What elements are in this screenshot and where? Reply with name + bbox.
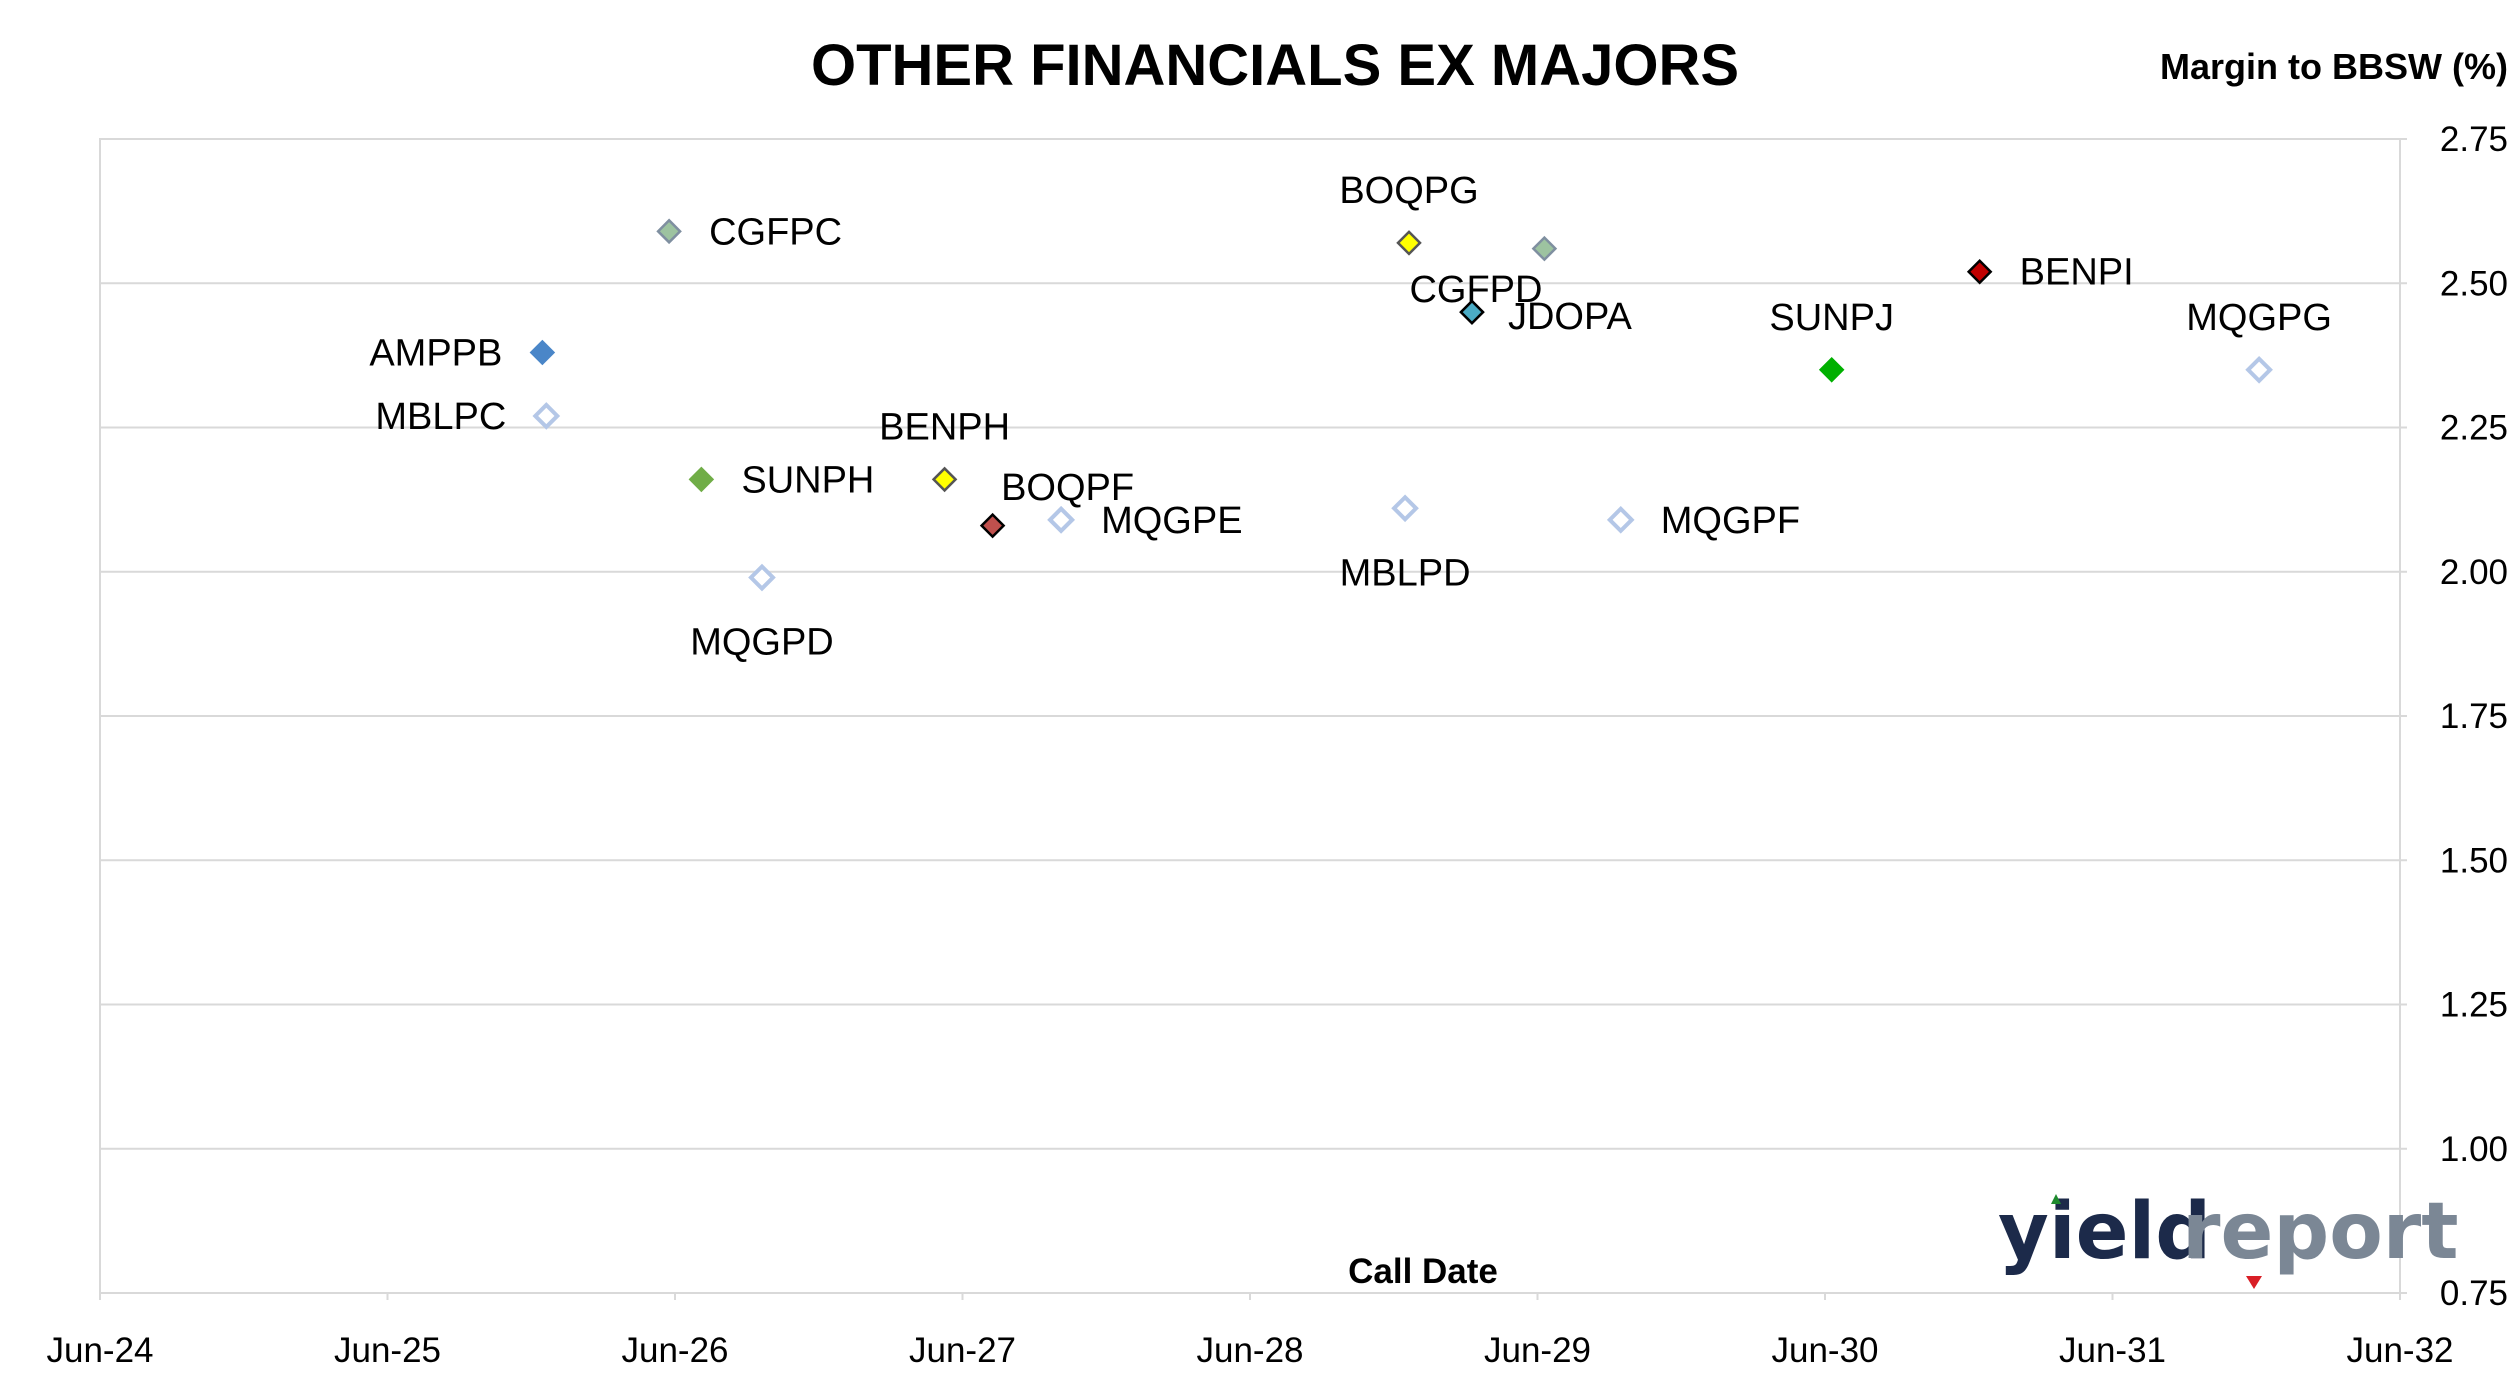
x-tick-label: Jun-28 — [1196, 1331, 1303, 1370]
logo-down-arrow-icon — [2246, 1276, 2262, 1289]
data-label: JDOPA — [1508, 296, 1633, 338]
data-label: MBLPD — [1340, 552, 1471, 594]
data-label: BENPI — [2020, 252, 2134, 294]
x-tick-label: Jun-26 — [621, 1331, 728, 1370]
data-label: BOQPG — [1339, 170, 1478, 212]
y-tick-label: 1.00 — [2440, 1130, 2508, 1169]
x-tick-label: Jun-32 — [2346, 1331, 2453, 1370]
y-axis-ticks: 0.75 1.00 1.25 1.50 1.75 2.00 2.25 2.50 2.75 — [2400, 120, 2508, 1313]
x-axis-title: Call Date — [1348, 1252, 1498, 1291]
data-point — [1966, 258, 1993, 285]
y-tick-label: 1.75 — [2440, 697, 2508, 736]
data-point — [688, 466, 715, 493]
logo-yield-text: yield — [1998, 1187, 2211, 1277]
data-label: MQGPF — [1661, 500, 1800, 542]
y-tick-label: 2.25 — [2440, 409, 2508, 448]
data-point — [748, 563, 776, 592]
logo-report-text: report — [2182, 1187, 2459, 1277]
data-point — [1818, 357, 1845, 383]
data-label: SUNPJ — [1769, 297, 1894, 339]
y-tick-label: 1.25 — [2440, 986, 2508, 1025]
data-point — [532, 402, 561, 430]
logo-up-arrow-icon — [2051, 1194, 2061, 1204]
x-tick-label: Jun-27 — [909, 1331, 1016, 1370]
yieldreport-logo: yield report — [1998, 1187, 2459, 1289]
y-tick-label: 1.50 — [2440, 841, 2508, 880]
y-tick-label: 2.75 — [2440, 120, 2508, 159]
gridlines — [100, 282, 2400, 1150]
data-point — [931, 466, 958, 493]
x-tick-label: Jun-24 — [46, 1331, 153, 1370]
data-label: BOQPF — [1001, 467, 1134, 509]
data-point — [656, 218, 682, 245]
x-tick-label: Jun-29 — [1484, 1331, 1591, 1370]
data-label: MQGPD — [690, 622, 834, 664]
data-label: CGFPD — [1409, 269, 1542, 311]
data-label: MQGPE — [1101, 500, 1242, 542]
data-label: CGFPC — [709, 211, 842, 253]
x-axis-ticks: Jun-24 Jun-25 Jun-26 Jun-27 Jun-28 Jun-29 Jun-… — [46, 1293, 2454, 1370]
data-label: BENPH — [879, 406, 1010, 448]
y-tick-label: 2.50 — [2440, 264, 2508, 303]
y-tick-label: 2.00 — [2440, 553, 2508, 592]
data-point — [1606, 505, 1635, 534]
x-tick-label: Jun-31 — [2059, 1331, 2166, 1370]
data-point — [1047, 505, 1075, 534]
data-point — [1459, 299, 1485, 325]
chart-title: OTHER FINANCIALS EX MAJORS — [811, 33, 1739, 98]
y-tick-label: 0.75 — [2440, 1274, 2508, 1313]
y-axis-title: Margin to BBSW (%) — [2160, 46, 2508, 87]
data-points — [529, 218, 2273, 592]
data-point — [1531, 235, 1558, 262]
data-label: SUNPH — [741, 459, 874, 501]
data-label: MQGPG — [2186, 297, 2332, 339]
data-point — [1396, 230, 1422, 256]
x-tick-label: Jun-30 — [1771, 1331, 1878, 1370]
data-label: AMPPB — [369, 332, 502, 374]
data-point — [529, 339, 556, 366]
data-point — [2245, 355, 2273, 384]
point-labels: AMPPB MBLPC CGFPC SUNPH MQGPD BENPH BOQPFMQGPE… — [369, 170, 2332, 664]
data-point — [1391, 494, 1419, 523]
data-point — [979, 512, 1006, 539]
data-label: MBLPC — [375, 396, 506, 438]
x-tick-label: Jun-25 — [334, 1331, 441, 1370]
